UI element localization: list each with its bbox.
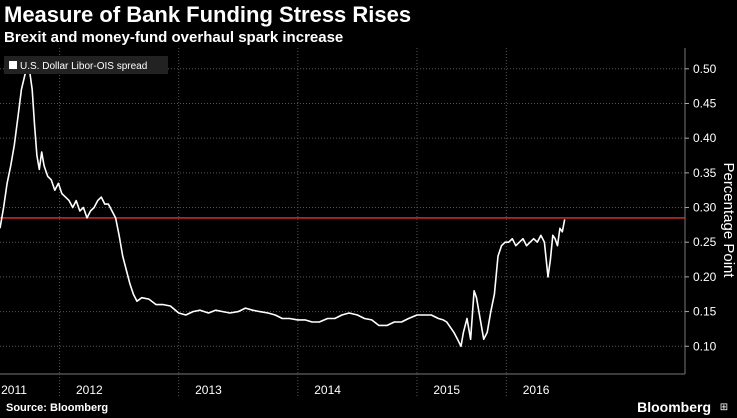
x-tick-label: 2011	[1, 383, 27, 397]
chart-subtitle: Brexit and money-fund overhaul spark inc…	[4, 29, 344, 46]
y-tick-label: 0.15	[693, 305, 717, 319]
legend: U.S. Dollar Libor-OIS spread	[4, 56, 168, 74]
x-tick-label: 2016	[523, 383, 550, 397]
legend-label: U.S. Dollar Libor-OIS spread	[20, 61, 147, 72]
legend-box	[4, 56, 168, 74]
series-line	[0, 68, 566, 348]
y-axis: 0.10 0.15 0.20 0.25 0.30 0.35 0.40 0.45 0.50	[684, 48, 717, 374]
y-tick-label: 0.20	[693, 270, 717, 284]
chart-title: Measure of Bank Funding Stress Rises	[4, 2, 412, 27]
x-tick-label: 2012	[76, 383, 103, 397]
x-tick-label: 2015	[433, 383, 460, 397]
y-tick-label: 0.40	[693, 131, 717, 145]
x-axis: 2011 2012 2013 2014 2015 2016	[0, 373, 685, 398]
x-tick-label: 2014	[314, 383, 341, 397]
grid-layer	[0, 48, 685, 374]
legend-swatch	[9, 61, 17, 69]
y-axis-label: Percentage Point	[720, 162, 737, 278]
source-note: Source: Bloomberg	[6, 402, 109, 414]
y-tick-label: 0.25	[693, 235, 717, 249]
x-tick-label: 2013	[195, 383, 222, 397]
series-layer	[0, 68, 566, 348]
y-tick-label: 0.30	[693, 201, 717, 215]
y-tick-label: 0.50	[693, 62, 717, 76]
y-tick-label: 0.10	[693, 339, 717, 353]
y-tick-label: 0.45	[693, 96, 717, 110]
y-tick-label: 0.35	[693, 166, 717, 180]
bloomberg-logo: Bloomberg	[637, 399, 711, 415]
terminal-icon: ⊞	[719, 402, 729, 413]
